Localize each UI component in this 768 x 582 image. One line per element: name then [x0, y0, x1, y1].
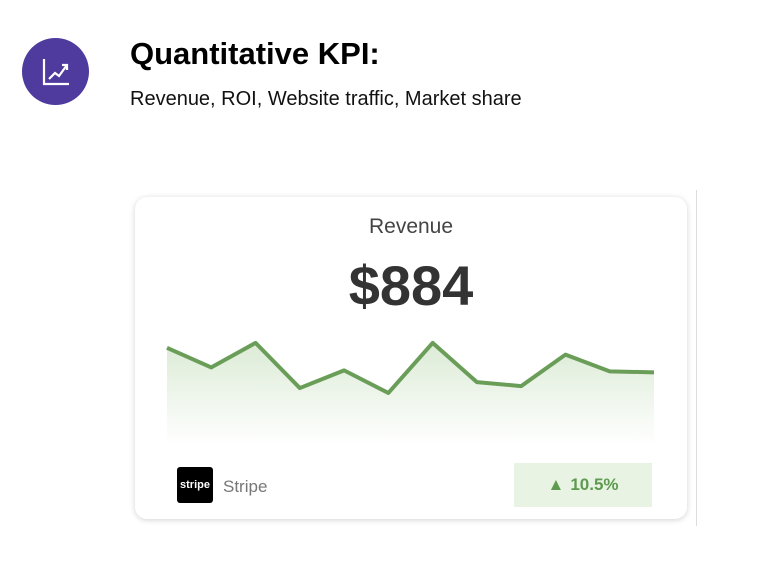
triangle-up-icon: ▲: [547, 475, 565, 494]
change-value: 10.5%: [570, 475, 619, 494]
divider: [696, 190, 697, 526]
page-subtitle: Revenue, ROI, Website traffic, Market sh…: [130, 88, 522, 110]
kpi-value: $884: [348, 254, 474, 317]
page-title: Quantitative KPI:: [130, 36, 380, 71]
kpi-card: Revenue $884 stripe Stripe ▲ 10.5%: [135, 197, 687, 519]
stripe-logo: stripe: [177, 467, 213, 503]
sparkline-chart: [166, 340, 655, 445]
change-badge: ▲ 10.5%: [514, 463, 652, 507]
series-line: [166, 340, 655, 395]
kpi-label: Revenue: [368, 215, 454, 238]
source-name: Stripe: [223, 477, 268, 496]
area-fill: [167, 342, 654, 445]
chart-trend-up-icon: [22, 38, 89, 105]
